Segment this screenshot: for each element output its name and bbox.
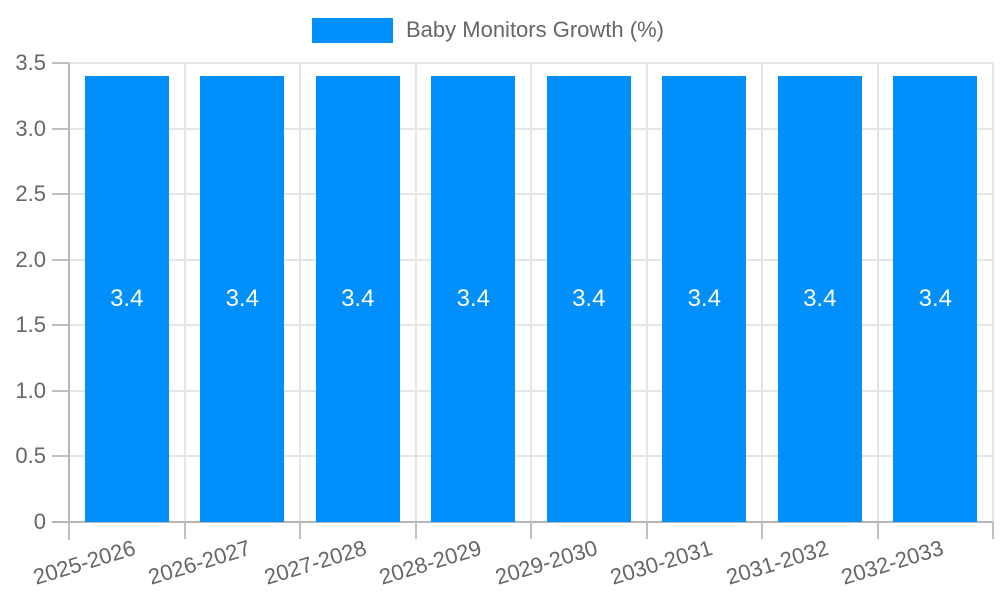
y-axis-tick-label: 2.5: [15, 181, 46, 206]
bar-value-label: 3.4: [572, 285, 606, 312]
x-axis-tick-label: 2031-2032: [722, 535, 831, 590]
bar-value-label: 3.4: [225, 285, 259, 312]
x-gridline: [530, 63, 532, 522]
y-axis-tick-label: 1.5: [15, 312, 46, 337]
x-tick-mark: [992, 522, 994, 539]
x-gridline: [645, 63, 648, 522]
bar-2025-2026[interactable]: [84, 76, 169, 522]
x-tick-mark: [68, 522, 70, 539]
y-axis-tick-label: 3.5: [15, 50, 46, 75]
bar-2027-2028[interactable]: [315, 76, 400, 522]
x-axis-tick-label: 2027-2028: [260, 535, 369, 590]
y-axis-tick-label: 1.0: [15, 378, 46, 403]
legend-label: Baby Monitors Growth (%): [406, 17, 664, 42]
x-tick-mark: [183, 522, 186, 539]
bar-value-label: 3.4: [341, 285, 375, 312]
x-gridline: [992, 63, 994, 522]
x-gridline: [183, 63, 186, 522]
bar-value-label: 3.4: [456, 285, 490, 312]
bar-2028-2029[interactable]: [431, 76, 516, 522]
x-tick-mark: [299, 522, 301, 539]
bar-2029-2030[interactable]: [546, 76, 631, 522]
y-axis-tick-label: 0: [33, 509, 46, 534]
x-tick-mark: [645, 522, 648, 539]
x-axis-line: [52, 521, 993, 523]
y-tick-mark: [52, 193, 69, 195]
x-gridline: [876, 63, 879, 522]
x-axis-tick-label: 2028-2029: [376, 535, 485, 590]
legend-swatch: [312, 17, 393, 43]
x-axis-tick-label: 2026-2027: [145, 535, 254, 590]
y-axis-tick-label: 0.5: [15, 443, 46, 468]
bar-2032-2033[interactable]: [893, 76, 978, 522]
y-tick-mark: [52, 259, 69, 261]
x-gridline: [414, 63, 417, 522]
x-axis-tick-label: 2032-2033: [838, 535, 947, 590]
x-axis-tick-label: 2029-2030: [491, 535, 600, 590]
bar-value-label: 3.4: [803, 285, 837, 312]
x-tick-mark: [414, 522, 417, 539]
y-tick-mark: [52, 455, 69, 457]
x-tick-mark: [530, 522, 532, 539]
y-tick-mark: [52, 324, 69, 326]
x-tick-mark: [761, 522, 763, 539]
x-axis-tick-label: 2030-2031: [607, 535, 716, 590]
y-tick-mark: [52, 62, 69, 64]
bar-2026-2027[interactable]: [200, 76, 285, 522]
y-tick-mark: [52, 128, 69, 130]
y-axis-tick-label: 3.0: [15, 116, 46, 141]
bar-value-label: 3.4: [110, 285, 144, 312]
y-axis-tick-label: 2.0: [15, 247, 46, 272]
legend-item[interactable]: Baby Monitors Growth (%): [312, 17, 664, 43]
y-tick-mark: [52, 390, 69, 392]
bar-2030-2031[interactable]: [662, 76, 747, 522]
bar-2031-2032[interactable]: [777, 76, 862, 522]
y-axis-line: [68, 63, 70, 540]
x-gridline: [761, 63, 763, 522]
x-axis-tick-label: 2025-2026: [29, 535, 138, 590]
bar-value-label: 3.4: [918, 285, 952, 312]
x-tick-mark: [876, 522, 879, 539]
bar-value-label: 3.4: [687, 285, 721, 312]
x-gridline: [299, 63, 301, 522]
